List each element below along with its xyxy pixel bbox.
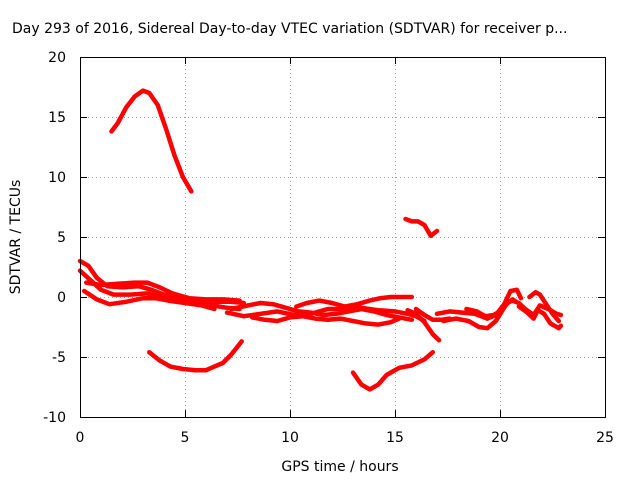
grid: [80, 57, 605, 417]
series-arc-low-morning: [147, 339, 244, 373]
series-arc-o: [516, 304, 564, 331]
series-arc-f: [228, 300, 415, 323]
x-axis-label: GPS time / hours: [281, 459, 398, 475]
y-tick-label: 5: [57, 230, 66, 246]
x-tick-label: 5: [181, 430, 190, 446]
series-arc-i: [405, 307, 442, 343]
series-arc-high-morning: [109, 88, 194, 194]
x-tick-label: 15: [386, 430, 404, 446]
chart-title: Day 293 of 2016, Sidereal Day-to-day VTE…: [12, 21, 567, 37]
y-tick-label: 0: [57, 290, 66, 306]
series-arc-h: [249, 313, 402, 327]
series-arc-p: [527, 289, 562, 324]
series-arc-low-afternoon: [350, 349, 436, 392]
y-tick-label: -5: [52, 350, 66, 366]
x-tick-label: 0: [76, 430, 85, 446]
series-arc-g: [294, 294, 415, 309]
y-tick-label: 15: [48, 110, 66, 126]
series-arc-e: [224, 305, 427, 324]
y-axis-label: SDTVAR / TECUs: [8, 180, 24, 295]
series-arc-a: [77, 258, 247, 306]
series-arc-c: [81, 288, 217, 312]
x-tick-label: 10: [281, 430, 299, 446]
y-tick-label: -10: [43, 410, 66, 426]
y-tick-label: 20: [48, 50, 66, 66]
y-tick-label: 10: [48, 170, 66, 186]
series-arc-b: [77, 268, 242, 312]
x-tick-label: 20: [491, 430, 509, 446]
axis-ticks: 0 5 10 15 20 25 -10 -5 0 5 10 15 20: [43, 50, 614, 446]
data-series: [77, 88, 564, 392]
x-tick-label: 25: [596, 430, 614, 446]
series-arc-m: [464, 298, 517, 319]
series-arc-midday-positive: [403, 216, 440, 239]
series-arc-d: [84, 280, 242, 303]
